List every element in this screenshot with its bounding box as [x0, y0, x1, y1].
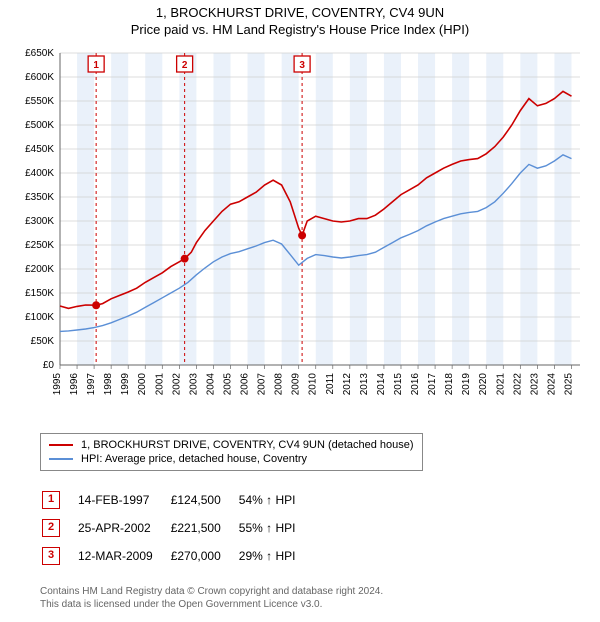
svg-text:1997: 1997 [86, 372, 97, 395]
svg-text:2016: 2016 [410, 372, 421, 395]
svg-text:£0: £0 [43, 360, 55, 371]
svg-text:1998: 1998 [103, 372, 114, 395]
svg-text:2015: 2015 [393, 372, 404, 395]
svg-text:2022: 2022 [512, 372, 523, 395]
svg-text:£400K: £400K [25, 168, 54, 179]
svg-text:1995: 1995 [52, 372, 63, 395]
svg-text:2001: 2001 [154, 372, 165, 395]
footer-line1: Contains HM Land Registry data © Crown c… [40, 585, 590, 599]
marker-pct: 54% ↑ HPI [239, 487, 312, 513]
svg-text:£650K: £650K [25, 48, 54, 59]
title-block: 1, BROCKHURST DRIVE, COVENTRY, CV4 9UN P… [10, 5, 590, 39]
marker-number-box: 2 [42, 519, 60, 537]
marker-price: £221,500 [171, 515, 237, 541]
svg-text:2006: 2006 [240, 372, 251, 395]
svg-text:2020: 2020 [478, 372, 489, 395]
marker-row: 2 25-APR-2002£221,50055% ↑ HPI [42, 515, 311, 541]
svg-text:1: 1 [93, 60, 99, 71]
svg-text:2018: 2018 [444, 372, 455, 395]
marker-row: 1 14-FEB-1997£124,50054% ↑ HPI [42, 487, 311, 513]
legend-label: 1, BROCKHURST DRIVE, COVENTRY, CV4 9UN (… [81, 439, 414, 451]
svg-text:£250K: £250K [25, 240, 54, 251]
markers-table: 1 14-FEB-1997£124,50054% ↑ HPI 2 25-APR-200… [40, 485, 313, 571]
marker-date: 12-MAR-2009 [78, 543, 169, 569]
footer: Contains HM Land Registry data © Crown c… [40, 585, 590, 612]
svg-text:£450K: £450K [25, 144, 54, 155]
svg-text:2004: 2004 [205, 372, 216, 395]
svg-text:2023: 2023 [529, 372, 540, 395]
svg-text:£550K: £550K [25, 96, 54, 107]
svg-text:2025: 2025 [563, 372, 574, 395]
svg-text:£150K: £150K [25, 288, 54, 299]
marker-row: 3 12-MAR-2009£270,00029% ↑ HPI [42, 543, 311, 569]
svg-text:2002: 2002 [171, 372, 182, 395]
svg-text:2009: 2009 [291, 372, 302, 395]
footer-line2: This data is licensed under the Open Gov… [40, 598, 590, 612]
svg-text:£600K: £600K [25, 72, 54, 83]
legend: 1, BROCKHURST DRIVE, COVENTRY, CV4 9UN (… [40, 433, 423, 471]
legend-row: HPI: Average price, detached house, Cove… [49, 452, 414, 466]
svg-text:2010: 2010 [308, 372, 319, 395]
marker-date: 14-FEB-1997 [78, 487, 169, 513]
svg-text:2: 2 [182, 60, 188, 71]
svg-text:£50K: £50K [31, 336, 55, 347]
marker-number-box: 3 [42, 547, 60, 565]
svg-text:2014: 2014 [376, 372, 387, 395]
marker-pct: 29% ↑ HPI [239, 543, 312, 569]
marker-number-box: 1 [42, 491, 60, 509]
svg-text:2021: 2021 [495, 372, 506, 395]
svg-text:£350K: £350K [25, 192, 54, 203]
svg-text:2011: 2011 [325, 372, 336, 394]
chart-svg: £0 £50K £100K £150K £200K £250K £300K £350K £400… [10, 45, 590, 425]
legend-label: HPI: Average price, detached house, Cove… [81, 453, 307, 465]
marker-date: 25-APR-2002 [78, 515, 169, 541]
svg-text:2017: 2017 [427, 372, 438, 395]
svg-text:2013: 2013 [359, 372, 370, 395]
marker-price: £124,500 [171, 487, 237, 513]
svg-text:2008: 2008 [274, 372, 285, 395]
chart: £0 £50K £100K £150K £200K £250K £300K £350K £400… [10, 45, 590, 425]
svg-text:1999: 1999 [120, 372, 131, 395]
legend-swatch [49, 444, 73, 446]
marker-price: £270,000 [171, 543, 237, 569]
svg-text:£500K: £500K [25, 120, 54, 131]
svg-text:£300K: £300K [25, 216, 54, 227]
title-line2: Price paid vs. HM Land Registry's House … [10, 22, 590, 39]
svg-text:2007: 2007 [257, 372, 268, 395]
svg-text:2012: 2012 [342, 372, 353, 395]
svg-text:£100K: £100K [25, 312, 54, 323]
svg-text:2003: 2003 [188, 372, 199, 395]
svg-text:2019: 2019 [461, 372, 472, 395]
legend-row: 1, BROCKHURST DRIVE, COVENTRY, CV4 9UN (… [49, 438, 414, 452]
svg-text:2005: 2005 [222, 372, 233, 395]
svg-text:2000: 2000 [137, 372, 148, 395]
svg-text:2024: 2024 [546, 372, 557, 395]
svg-text:1996: 1996 [69, 372, 80, 395]
legend-swatch [49, 458, 73, 460]
title-line1: 1, BROCKHURST DRIVE, COVENTRY, CV4 9UN [10, 5, 590, 22]
marker-pct: 55% ↑ HPI [239, 515, 312, 541]
chart-container: 1, BROCKHURST DRIVE, COVENTRY, CV4 9UN P… [0, 0, 600, 622]
svg-text:3: 3 [299, 60, 305, 71]
svg-text:£200K: £200K [25, 264, 54, 275]
